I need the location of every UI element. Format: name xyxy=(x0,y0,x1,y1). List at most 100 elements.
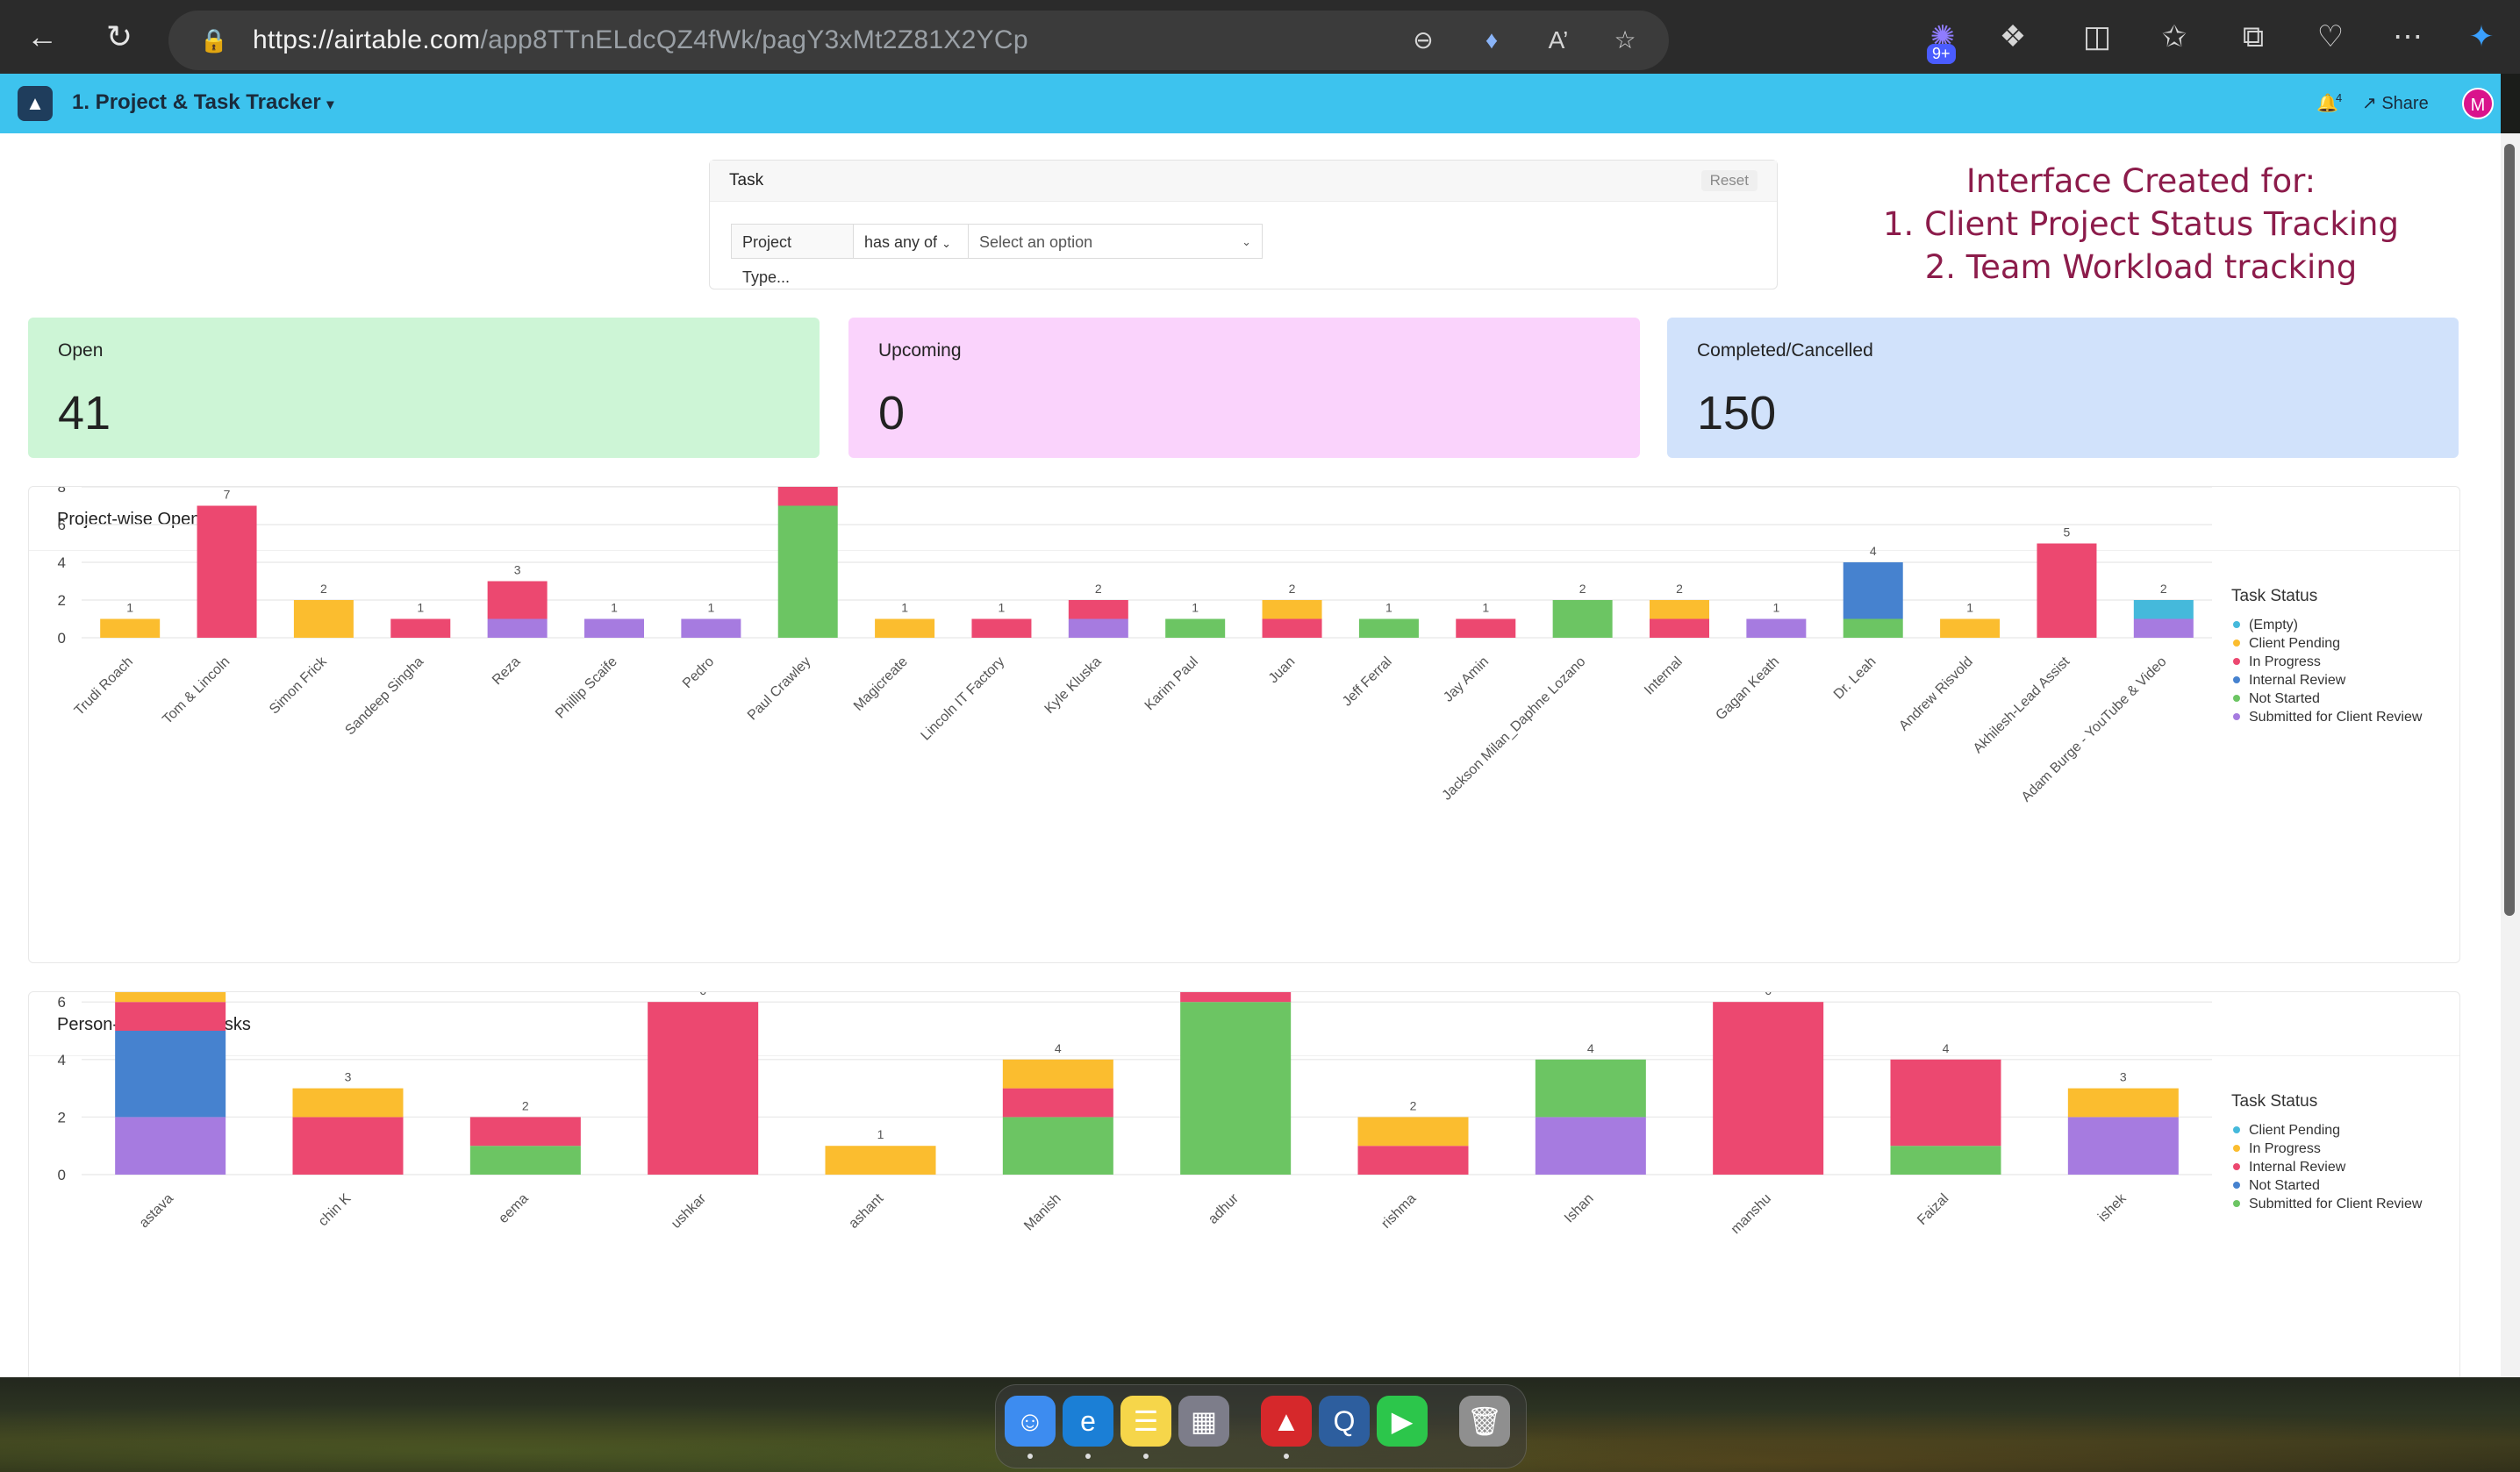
share-label: Share xyxy=(2381,94,2429,113)
bar-segment xyxy=(115,992,226,1003)
coupon-tag-icon[interactable]: ♦ xyxy=(1485,26,1499,54)
reload-icon[interactable]: ↻ xyxy=(105,18,133,54)
favorites-icon[interactable]: ✩ xyxy=(2161,20,2187,54)
x-tick-label: eema xyxy=(496,1191,531,1226)
collections-icon[interactable]: ⧉ xyxy=(2242,20,2265,54)
base-title[interactable]: 1. Project & Task Tracker ▾ xyxy=(72,90,333,115)
legend-item: (Empty) xyxy=(2249,618,2298,632)
back-icon[interactable]: ← xyxy=(26,18,58,54)
x-tick-label: Pedro xyxy=(680,654,717,691)
data-label: 1 xyxy=(1385,601,1392,615)
filter-value-select[interactable]: Select an option ⌄ xyxy=(968,224,1263,259)
data-label: 2 xyxy=(1676,582,1683,596)
y-tick-label: 8 xyxy=(58,487,66,496)
avatar[interactable]: M xyxy=(2462,88,2494,119)
y-tick-label: 6 xyxy=(58,994,66,1011)
bar-segment xyxy=(1358,618,1419,638)
bar-segment xyxy=(2037,543,2097,638)
upcoming-card[interactable]: Upcoming 0 xyxy=(848,318,1640,458)
read-aloud-icon[interactable]: A’ xyxy=(1548,26,1569,54)
extension-badge: 9+ xyxy=(1927,44,1956,64)
bar-segment xyxy=(469,1117,581,1147)
interface-page: Task Reset Project Type... has any of ⌄ … xyxy=(0,133,2501,1377)
divider xyxy=(29,550,2459,551)
data-label: 1 xyxy=(901,601,908,615)
copilot-icon[interactable]: ✦ xyxy=(2468,20,2495,54)
bar-segment xyxy=(875,618,935,638)
x-tick-label: Andrew Risvold xyxy=(1896,654,1976,734)
data-label: 2 xyxy=(1579,582,1586,596)
legend-swatch xyxy=(2233,1182,2240,1189)
data-label: 1 xyxy=(1772,601,1779,615)
launchpad-icon[interactable]: ▦ xyxy=(1178,1396,1229,1447)
filter-field[interactable]: Project Type... xyxy=(731,224,854,286)
data-label: 3 xyxy=(345,1070,352,1084)
bar-segment xyxy=(1650,618,1709,638)
x-tick-label: astava xyxy=(137,1191,176,1231)
airtable-logo-icon[interactable]: ▲ xyxy=(18,86,53,121)
facetime-icon[interactable]: ▶ xyxy=(1377,1396,1428,1447)
x-tick-label: Juan xyxy=(1266,654,1299,687)
running-indicator xyxy=(1143,1454,1149,1459)
x-tick-label: Lincoln IT Factory xyxy=(919,654,1008,744)
page-scrollbar[interactable] xyxy=(2501,133,2520,1377)
address-bar[interactable]: 🔒 https://airtable.com/app8TTnELdcQZ4fWk… xyxy=(168,11,1669,70)
x-tick-label: Reza xyxy=(490,654,524,689)
x-tick-label: Trudi Roach xyxy=(72,654,136,718)
data-label: 4 xyxy=(1055,1041,1062,1055)
bar-segment xyxy=(1456,618,1516,638)
reset-button[interactable]: Reset xyxy=(1700,170,1758,191)
x-tick-label: ushkar xyxy=(669,1190,709,1231)
bar-segment xyxy=(777,505,838,638)
scrollbar-thumb[interactable] xyxy=(2504,144,2515,916)
filter-header: Task Reset xyxy=(710,161,1777,202)
edge-icon[interactable]: e xyxy=(1063,1396,1113,1447)
share-button[interactable]: ↗ Share xyxy=(2362,89,2429,118)
finder-icon[interactable]: ☺ xyxy=(1005,1396,1056,1447)
legend-swatch xyxy=(2233,1145,2240,1152)
data-label: 6 xyxy=(699,992,706,997)
bar-segment xyxy=(100,618,161,638)
filter-title: Task xyxy=(729,171,764,189)
split-screen-icon[interactable]: ◫ xyxy=(2082,20,2112,54)
extensions-puzzle-icon[interactable]: ❖ xyxy=(1999,20,2027,54)
bar-segment xyxy=(1552,600,1613,638)
chevron-down-icon: ⌄ xyxy=(941,237,951,250)
x-tick-label: Tom & Lincoln xyxy=(160,654,233,727)
completed-card[interactable]: Completed/Cancelled 150 xyxy=(1667,318,2459,458)
legend-swatch xyxy=(2233,1126,2240,1133)
notes-icon[interactable]: ☰ xyxy=(1120,1396,1171,1447)
x-tick-label: Jeff Ferral xyxy=(1340,654,1395,710)
trash-icon[interactable]: 🗑 xyxy=(1459,1396,1510,1447)
notifications-bell-icon[interactable]: 🔔 xyxy=(2316,94,2338,113)
bar-segment xyxy=(971,618,1032,638)
bar-segment xyxy=(1713,1002,1824,1175)
data-label: 1 xyxy=(417,601,424,615)
zoom-out-icon[interactable]: ⊖ xyxy=(1413,26,1434,54)
browser-essentials-icon[interactable]: ♡ xyxy=(2316,20,2345,54)
bar-segment xyxy=(390,618,451,638)
data-label: 2 xyxy=(522,1098,529,1112)
quicktime-icon[interactable]: Q xyxy=(1319,1396,1370,1447)
bar-segment xyxy=(1180,992,1292,1003)
open-card[interactable]: Open 41 xyxy=(28,318,820,458)
pdf-app-icon[interactable]: ▲ xyxy=(1261,1396,1312,1447)
legend-swatch xyxy=(2233,713,2240,720)
person-wise-chart: 024688astava3chin K2eema6ushkar1ashant4M… xyxy=(58,992,2423,1237)
lock-icon[interactable]: 🔒 xyxy=(199,27,229,54)
filter-operator[interactable]: has any of ⌄ xyxy=(853,224,969,259)
bar-segment xyxy=(2133,618,2194,638)
bar-segment xyxy=(292,1117,404,1175)
url-host: https://airtable.com xyxy=(253,25,481,54)
card-label: Upcoming xyxy=(878,340,962,361)
y-tick-label: 4 xyxy=(58,1052,66,1068)
favorite-star-icon[interactable]: ☆ xyxy=(1614,26,1636,54)
more-menu-icon[interactable]: ⋯ xyxy=(2393,20,2423,54)
legend-item: Not Started xyxy=(2249,691,2320,706)
x-tick-label: adhur xyxy=(1206,1190,1242,1226)
project-wise-chart: 0 2 4 6 8 1 Trudi Roach 7 Tom & Lincoln 2 Simon Fr… xyxy=(58,487,2423,805)
legend-item: Submitted for Client Review xyxy=(2249,1197,2423,1211)
x-tick-label: Ishan xyxy=(1562,1191,1597,1226)
x-tick-label: Magicreate xyxy=(851,654,911,714)
url-text[interactable]: https://airtable.com/app8TTnELdcQZ4fWk/p… xyxy=(253,23,1028,58)
